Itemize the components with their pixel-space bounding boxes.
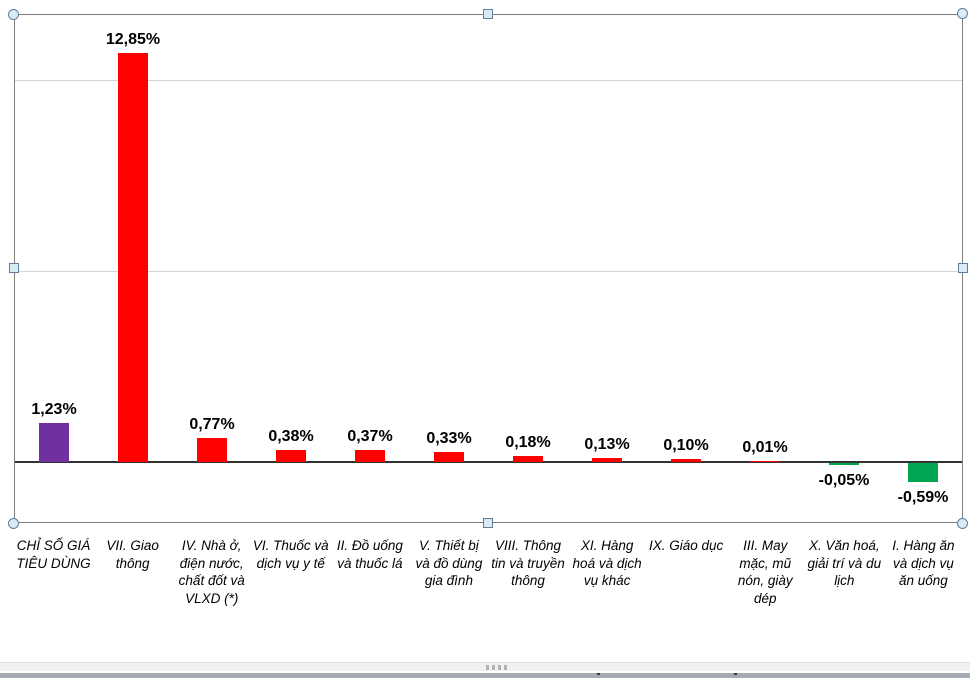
gridline — [15, 271, 962, 272]
bar-value-label: 0,10% — [663, 437, 709, 454]
bar[interactable] — [39, 423, 69, 462]
bar[interactable] — [276, 450, 306, 462]
selection-handle-middle-right[interactable] — [958, 263, 968, 273]
category-label: X. Văn hoá, giải trí và du lịch — [807, 538, 882, 588]
category-axis-zero-line — [15, 461, 962, 463]
window-bottom-chrome-edge — [0, 662, 970, 663]
selection-handle-bottom-center[interactable] — [483, 518, 493, 528]
selection-handle-middle-left[interactable] — [9, 263, 19, 273]
category-label: VI. Thuốc và dịch vụ y tế — [252, 538, 329, 571]
category-label: III. May mặc, mũ nón, giày dép — [737, 538, 793, 606]
bar-value-label: 0,77% — [189, 416, 235, 433]
bar[interactable] — [750, 461, 780, 462]
category-label: VII. Giao thông — [106, 538, 159, 571]
bar-value-label: 12,85% — [105, 31, 161, 48]
bar-value-label: 0,38% — [268, 428, 314, 445]
selection-handle-bottom-left[interactable] — [8, 518, 19, 529]
category-label: I. Hàng ăn và dịch vụ ăn uống — [892, 538, 955, 588]
category-label: CHỈ SỐ GIÁ TIÊU DÙNG — [16, 538, 91, 571]
category-label: IV. Nhà ở, điện nước, chất đốt và VLXD (… — [178, 538, 245, 606]
plot-area[interactable] — [14, 14, 963, 523]
scrollbar-drag-handle-icon[interactable] — [486, 665, 507, 670]
category-label: IX. Giáo dục — [649, 538, 724, 553]
selection-handle-top-left[interactable] — [8, 9, 19, 20]
selection-handle-top-right[interactable] — [957, 8, 968, 19]
bar-value-label: 0,33% — [426, 430, 472, 447]
chrome-mark — [597, 673, 600, 675]
window-bottom-chrome-bar — [0, 673, 970, 678]
category-label: VIII. Thông tin và truyền thông — [491, 538, 565, 588]
bar[interactable] — [513, 456, 543, 462]
bar[interactable] — [355, 450, 385, 462]
bar[interactable] — [197, 438, 227, 462]
gridline — [15, 80, 962, 81]
category-axis-labels: CHỈ SỐ GIÁ TIÊU DÙNG VII. Giao thông IV. N… — [14, 537, 963, 607]
category-label: V. Thiết bị và đồ dùng gia đình — [415, 538, 483, 588]
category-label: XI. Hàng hoá và dịch vụ khác — [572, 538, 642, 588]
category-label: II. Đồ uống và thuốc lá — [336, 538, 403, 571]
bar[interactable] — [434, 452, 464, 462]
bar-value-label: 1,23% — [31, 401, 77, 418]
bar-value-label: 0,18% — [505, 434, 551, 451]
bar[interactable] — [908, 463, 938, 482]
chrome-mark — [734, 673, 737, 675]
bar-value-label: -0,05% — [818, 472, 870, 489]
bar-value-label: -0,59% — [897, 489, 949, 506]
bar[interactable] — [829, 463, 859, 465]
bar[interactable] — [671, 459, 701, 462]
bar-value-label: 0,13% — [584, 436, 630, 453]
window-bottom-chrome-divider — [0, 671, 970, 673]
horizontal-scrollbar-track[interactable] — [0, 663, 970, 671]
bar[interactable] — [592, 458, 622, 462]
bar-value-label: 0,01% — [742, 439, 788, 456]
bar[interactable] — [118, 53, 148, 462]
selection-handle-bottom-right[interactable] — [957, 518, 968, 529]
selection-handle-top-center[interactable] — [483, 9, 493, 19]
bar-value-label: 0,37% — [347, 428, 393, 445]
